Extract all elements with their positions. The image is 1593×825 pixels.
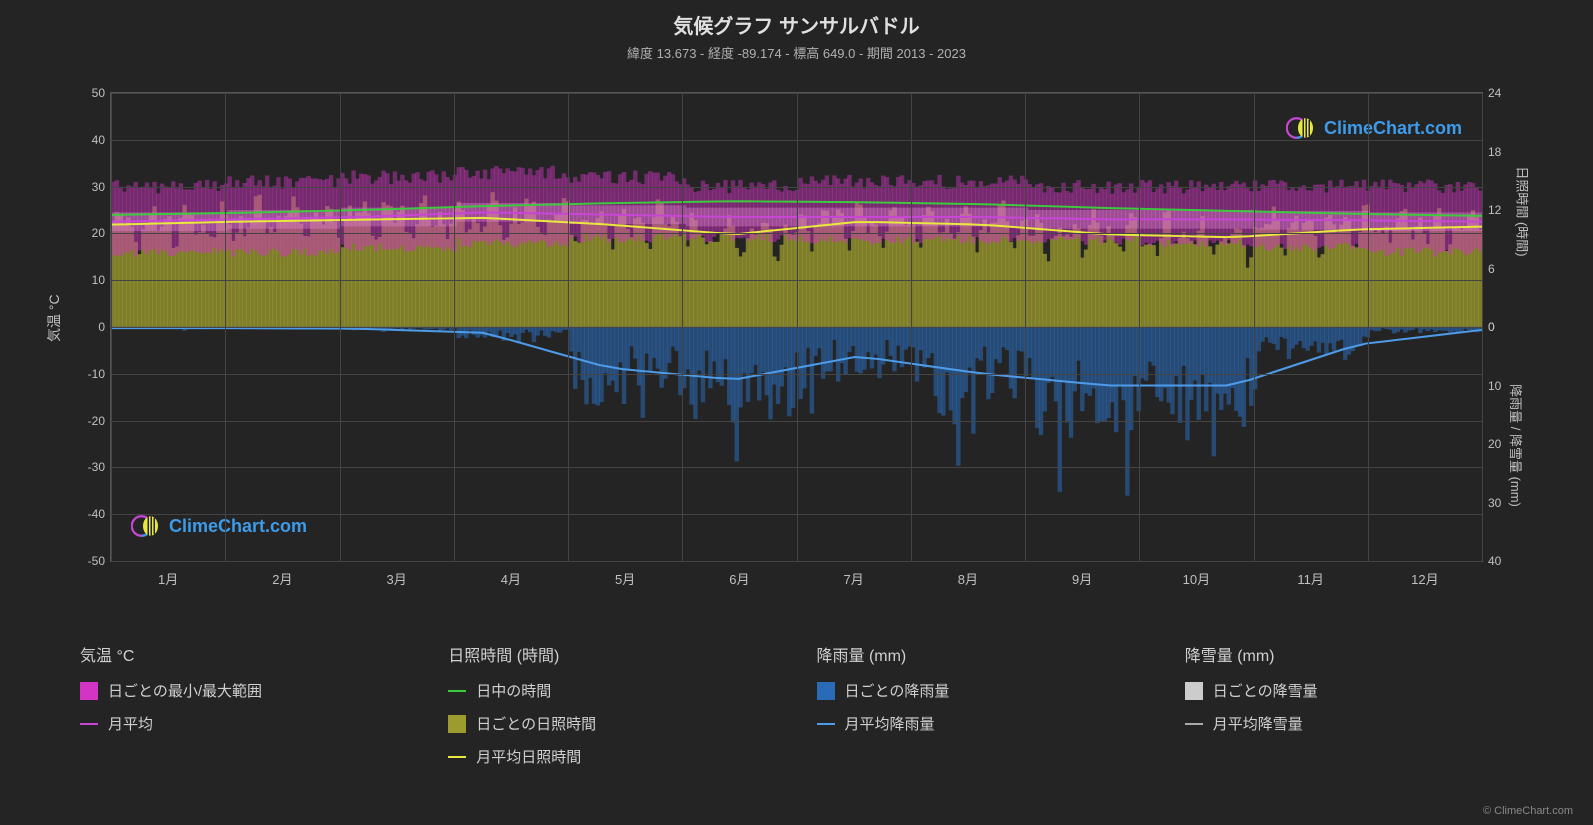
y-left-tick: -40	[88, 507, 105, 521]
watermark-text: ClimeChart.com	[169, 516, 307, 537]
legend-label: 日ごとの日照時間	[476, 713, 596, 734]
x-tick: 12月	[1411, 569, 1438, 588]
y-left-tick: 30	[92, 180, 105, 194]
x-tick: 6月	[729, 569, 749, 588]
x-tick: 1月	[158, 569, 178, 588]
y-left-tick: 20	[92, 226, 105, 240]
x-tick: 10月	[1183, 569, 1210, 588]
y-left-tick: -10	[88, 367, 105, 381]
chart-subtitle: 緯度 13.673 - 経度 -89.174 - 標高 649.0 - 期間 2…	[20, 43, 1573, 62]
axis-left-title: 気温 °C	[44, 294, 64, 342]
watermark-bottom: ClimeChart.com	[131, 511, 307, 541]
legend: 気温 °C 日ごとの最小/最大範囲月平均 日照時間 (時間) 日中の時間日ごとの日照時…	[80, 642, 1513, 779]
legend-group: 日照時間 (時間) 日中の時間日ごとの日照時間月平均日照時間	[448, 642, 776, 779]
watermark-text: ClimeChart.com	[1324, 118, 1462, 139]
x-tick: 2月	[272, 569, 292, 588]
legend-swatch	[1185, 682, 1203, 700]
logo-icon	[131, 511, 161, 541]
legend-item: 日中の時間	[448, 680, 776, 701]
y-right-tick: 12	[1488, 203, 1501, 217]
legend-header: 降雪量 (mm)	[1185, 642, 1513, 666]
legend-line	[448, 756, 466, 758]
legend-label: 月平均降雪量	[1213, 713, 1303, 734]
x-tick: 4月	[501, 569, 521, 588]
legend-line	[80, 723, 98, 725]
credit: © ClimeChart.com	[1483, 805, 1573, 817]
y-left-tick: 50	[92, 86, 105, 100]
watermark-top: ClimeChart.com	[1286, 113, 1462, 143]
legend-item: 日ごとの降雨量	[817, 680, 1145, 701]
y-left-tick: -20	[88, 414, 105, 428]
legend-header: 日照時間 (時間)	[448, 642, 776, 666]
y-right-tick: 40	[1488, 554, 1501, 568]
chart-area: 気温 °C 日照時間 (時間) 降雨量 / 降雪量 (mm) ClimeChar…	[80, 72, 1513, 592]
legend-label: 月平均	[108, 713, 153, 734]
x-tick: 3月	[387, 569, 407, 588]
y-right-tick: 6	[1488, 262, 1495, 276]
y-right-tick: 0	[1488, 320, 1495, 334]
y-left-tick: 10	[92, 273, 105, 287]
legend-item: 日ごとの最小/最大範囲	[80, 680, 408, 701]
logo-icon	[1286, 113, 1316, 143]
legend-label: 日ごとの最小/最大範囲	[108, 680, 262, 701]
legend-label: 日中の時間	[476, 680, 551, 701]
x-tick: 8月	[958, 569, 978, 588]
legend-label: 月平均降雨量	[845, 713, 935, 734]
y-right-tick: 10	[1488, 379, 1501, 393]
x-tick: 9月	[1072, 569, 1092, 588]
y-left-tick: -30	[88, 460, 105, 474]
legend-label: 日ごとの降雪量	[1213, 680, 1318, 701]
x-tick: 5月	[615, 569, 635, 588]
legend-line	[817, 723, 835, 725]
axis-right-top-title: 日照時間 (時間)	[1513, 166, 1532, 256]
legend-swatch	[80, 682, 98, 700]
legend-item: 日ごとの日照時間	[448, 713, 776, 734]
x-tick: 11月	[1297, 569, 1324, 588]
y-left-tick: 0	[98, 320, 105, 334]
legend-item: 月平均	[80, 713, 408, 734]
x-tick: 7月	[844, 569, 864, 588]
legend-line	[1185, 723, 1203, 725]
legend-header: 降雨量 (mm)	[817, 642, 1145, 666]
legend-label: 日ごとの降雨量	[845, 680, 950, 701]
chart-title: 気候グラフ サンサルバドル	[20, 10, 1573, 39]
legend-group: 降雪量 (mm) 日ごとの降雪量月平均降雪量	[1185, 642, 1513, 779]
legend-item: 日ごとの降雪量	[1185, 680, 1513, 701]
legend-group: 降雨量 (mm) 日ごとの降雨量月平均降雨量	[817, 642, 1145, 779]
legend-swatch	[817, 682, 835, 700]
legend-swatch	[448, 715, 466, 733]
legend-item: 月平均降雪量	[1185, 713, 1513, 734]
legend-item: 月平均日照時間	[448, 746, 776, 767]
y-right-tick: 30	[1488, 496, 1501, 510]
legend-group: 気温 °C 日ごとの最小/最大範囲月平均	[80, 642, 408, 779]
plot-region: ClimeChart.com ClimeChart.com -50-40-30-…	[110, 92, 1483, 562]
legend-item: 月平均降雨量	[817, 713, 1145, 734]
y-left-tick: 40	[92, 133, 105, 147]
axis-right-bottom-title: 降雨量 / 降雪量 (mm)	[1507, 384, 1526, 507]
y-right-tick: 20	[1488, 437, 1501, 451]
y-right-tick: 18	[1488, 145, 1501, 159]
y-left-tick: -50	[88, 554, 105, 568]
legend-line	[448, 690, 466, 692]
legend-label: 月平均日照時間	[476, 746, 581, 767]
legend-header: 気温 °C	[80, 642, 408, 666]
y-right-tick: 24	[1488, 86, 1501, 100]
